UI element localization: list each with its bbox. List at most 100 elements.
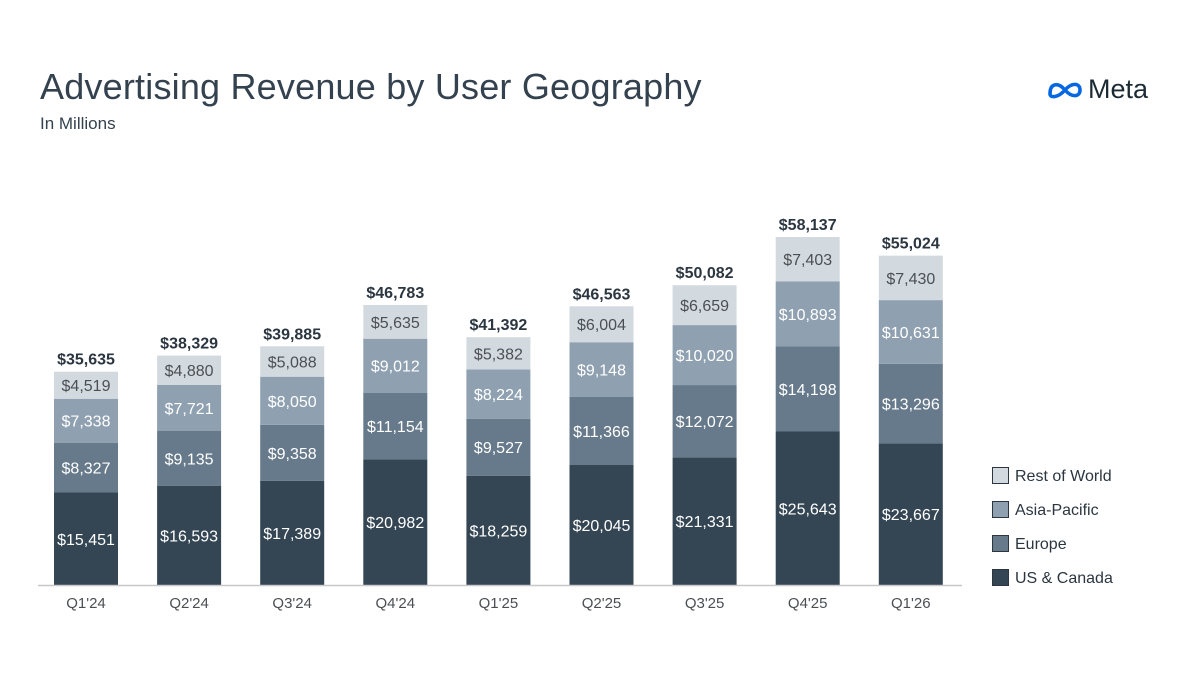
x-tick-label: Q4'25 (788, 595, 828, 612)
bar-segment-asia-pacific (157, 384, 222, 431)
legend-label: Asia-Pacific (1015, 502, 1099, 519)
bar-segment-asia-pacific (260, 376, 325, 425)
segment-value-label: $6,004 (577, 317, 626, 334)
bar-segment-europe (157, 430, 222, 486)
segment-value-label: $18,259 (469, 523, 527, 540)
bar-segment-rest-of-world (466, 337, 531, 370)
bar-segment-asia-pacific (363, 338, 428, 393)
chart-subtitle: In Millions (40, 114, 116, 133)
bar-segment-us-canada (775, 431, 840, 585)
bar-segment-rest-of-world (569, 306, 634, 343)
segment-value-label: $4,880 (165, 363, 214, 380)
legend-swatch (992, 535, 1009, 552)
logo-text: Meta (1088, 74, 1149, 104)
total-value-label: $46,783 (366, 285, 424, 302)
bar-segment-europe (260, 424, 325, 481)
bar-segment-europe (878, 363, 943, 444)
segment-value-label: $5,382 (474, 346, 523, 363)
segment-value-label: $9,135 (165, 451, 214, 468)
bar-segment-europe (569, 396, 634, 466)
segment-value-label: $17,389 (263, 526, 321, 543)
segment-value-label: $9,358 (268, 446, 317, 463)
bar-segment-us-canada (54, 492, 118, 585)
segment-value-label: $7,721 (165, 401, 214, 418)
bar-segment-us-canada (878, 443, 943, 585)
bar-segment-europe (775, 346, 840, 432)
segment-value-label: $23,667 (882, 507, 940, 524)
segment-value-label: $5,635 (371, 315, 420, 332)
segment-value-label: $10,893 (779, 307, 837, 324)
segment-value-label: $8,224 (474, 387, 523, 404)
segment-value-label: $7,403 (783, 252, 832, 269)
total-value-label: $55,024 (882, 236, 940, 253)
bar-segment-us-canada (466, 475, 531, 585)
bar-segment-europe (363, 392, 428, 460)
legend-swatch (992, 501, 1009, 518)
segment-value-label: $9,148 (577, 363, 626, 380)
segment-value-label: $12,072 (676, 414, 734, 431)
x-tick-label: Q2'25 (582, 595, 622, 612)
bar-segment-rest-of-world (878, 255, 943, 301)
total-value-label: $50,082 (676, 265, 734, 282)
total-value-label: $35,635 (57, 352, 115, 369)
segment-value-label: $8,327 (62, 461, 111, 478)
segment-value-label: $8,050 (268, 394, 317, 411)
total-value-label: $58,137 (779, 217, 837, 234)
segment-value-label: $21,331 (676, 514, 734, 531)
total-value-label: $46,563 (573, 286, 631, 303)
segment-value-label: $11,366 (573, 424, 630, 441)
bar-segment-us-canada (363, 459, 428, 585)
bar-segment-rest-of-world (363, 304, 428, 339)
legend-label: US & Canada (1015, 570, 1113, 587)
meta-logo: Meta (1046, 74, 1148, 105)
bar-segment-us-canada (260, 480, 325, 585)
segment-value-label: $14,198 (779, 382, 837, 399)
segment-value-label: $9,527 (474, 440, 523, 457)
meta-infinity-icon (1048, 82, 1082, 98)
bar-segment-asia-pacific (466, 369, 531, 419)
segment-value-label: $13,296 (882, 397, 940, 414)
bar-segment-europe (672, 385, 737, 458)
segment-value-label: $4,519 (62, 378, 111, 395)
segment-value-label: $10,631 (882, 325, 940, 342)
chart-title: Advertising Revenue by User Geography (40, 66, 702, 107)
total-value-label: $38,329 (160, 336, 218, 353)
x-tick-label: Q3'25 (685, 595, 725, 612)
bar-segment-asia-pacific (54, 398, 118, 443)
bar-segment-asia-pacific (878, 300, 943, 364)
segment-value-label: $25,643 (779, 501, 837, 518)
x-tick-label: Q2'24 (169, 595, 209, 612)
legend-swatch (992, 467, 1009, 484)
bar-segment-europe (54, 442, 118, 493)
total-value-label: $41,392 (469, 317, 527, 334)
segment-value-label: $20,982 (366, 515, 424, 532)
segment-value-label: $6,659 (680, 298, 729, 315)
bar-segment-rest-of-world (775, 237, 840, 282)
bar-segment-asia-pacific (569, 342, 634, 397)
bar-segment-rest-of-world (672, 285, 737, 326)
segment-value-label: $15,451 (57, 532, 115, 549)
total-value-label: $39,885 (263, 326, 321, 343)
bar-segment-asia-pacific (775, 281, 840, 347)
segment-value-label: $20,045 (573, 518, 631, 535)
x-tick-label: Q1'25 (479, 595, 519, 612)
segment-value-label: $11,154 (367, 419, 424, 436)
segment-value-label: $7,430 (886, 271, 935, 288)
bar-segment-europe (466, 418, 531, 476)
bar-segment-us-canada (672, 457, 737, 585)
x-tick-label: Q1'24 (66, 595, 106, 612)
segment-value-label: $9,012 (371, 359, 420, 376)
segment-value-label: $5,088 (268, 354, 317, 371)
legend-label: Europe (1015, 536, 1067, 553)
x-tick-label: Q4'24 (376, 595, 416, 612)
segment-value-label: $7,338 (62, 414, 111, 431)
bar-segment-rest-of-world (260, 346, 325, 377)
segment-value-label: $10,020 (676, 348, 734, 365)
bar-segment-rest-of-world (157, 355, 222, 385)
bar-segment-us-canada (569, 465, 634, 585)
x-tick-label: Q1'26 (891, 595, 931, 612)
bar-segment-rest-of-world (54, 371, 118, 399)
x-tick-label: Q3'24 (272, 595, 312, 612)
segment-value-label: $16,593 (160, 528, 218, 545)
